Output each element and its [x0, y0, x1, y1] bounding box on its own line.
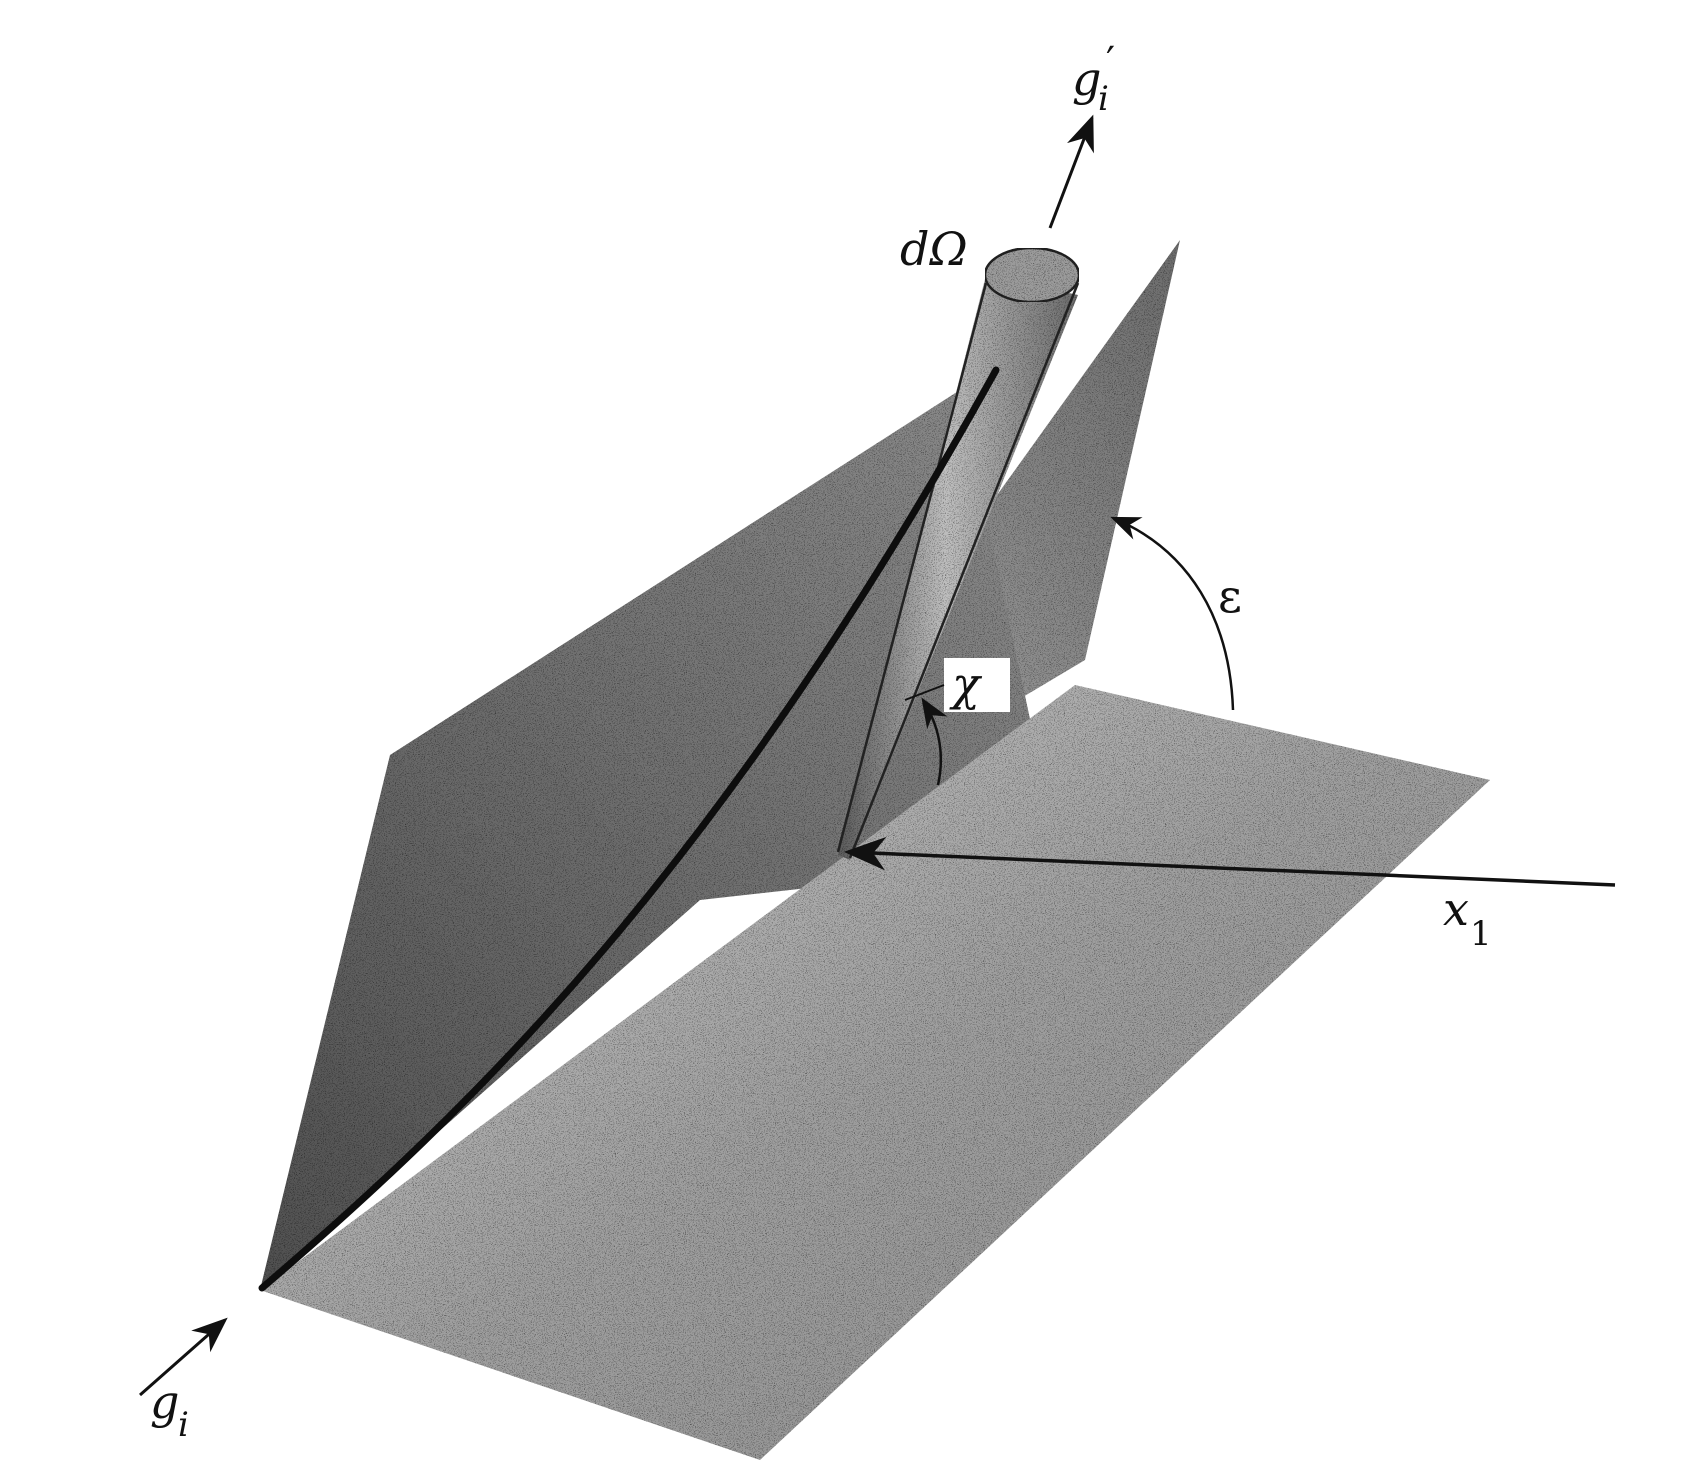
x1-axis-arrow-icon	[843, 836, 1616, 887]
chi-label-bg	[944, 658, 1010, 712]
label-x1: x 1	[1443, 882, 1492, 954]
svg-text:1: 1	[1470, 914, 1492, 954]
svg-text:g: g	[150, 1375, 179, 1429]
chi-leader-line	[904, 684, 945, 701]
svg-text:x: x	[1443, 882, 1469, 936]
svg-text:i: i	[1098, 79, 1109, 119]
label-dOmega: dΩ	[900, 222, 968, 276]
outgoing-arrow-icon	[1048, 114, 1094, 229]
left-plane	[260, 390, 1060, 1290]
floor-plane	[260, 685, 1490, 1460]
label-g-i-prime: g i ′	[1072, 39, 1115, 119]
label-chi: χ	[949, 657, 983, 711]
label-epsilon: ε	[1218, 569, 1242, 623]
trajectory-curve	[258, 366, 1000, 1292]
svg-text:g: g	[1072, 52, 1101, 106]
solid-angle-cylinder	[836, 246, 1081, 860]
incoming-arrow-icon	[139, 1317, 228, 1397]
label-g-i: g i	[150, 1375, 189, 1445]
chi-angle-arc	[921, 697, 948, 786]
epsilon-angle-arc	[1110, 516, 1235, 711]
svg-text:′: ′	[1106, 39, 1115, 85]
svg-text:i: i	[178, 1405, 189, 1445]
